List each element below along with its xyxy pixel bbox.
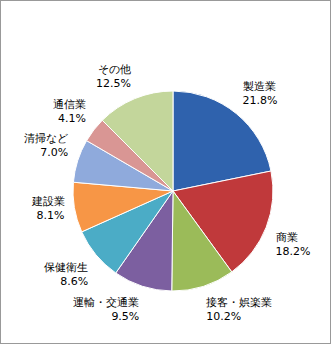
svg-text:接客・娯楽業10.2%: 接客・娯楽業10.2% [206,296,272,323]
svg-text:その他12.5%: その他12.5% [96,63,131,90]
svg-text:製造業21.8%: 製造業21.8% [243,80,278,107]
svg-text:運輸・交通業9.5%: 運輸・交通業9.5% [73,296,139,323]
svg-text:通信業4.1%: 通信業4.1% [53,98,86,125]
svg-text:保健衛生8.6%: 保健衛生8.6% [44,261,88,288]
svg-text:建設業8.1%: 建設業8.1% [31,195,65,222]
svg-text:清掃など7.0%: 清掃など7.0% [24,132,68,159]
svg-text:商業18.2%: 商業18.2% [276,231,311,258]
